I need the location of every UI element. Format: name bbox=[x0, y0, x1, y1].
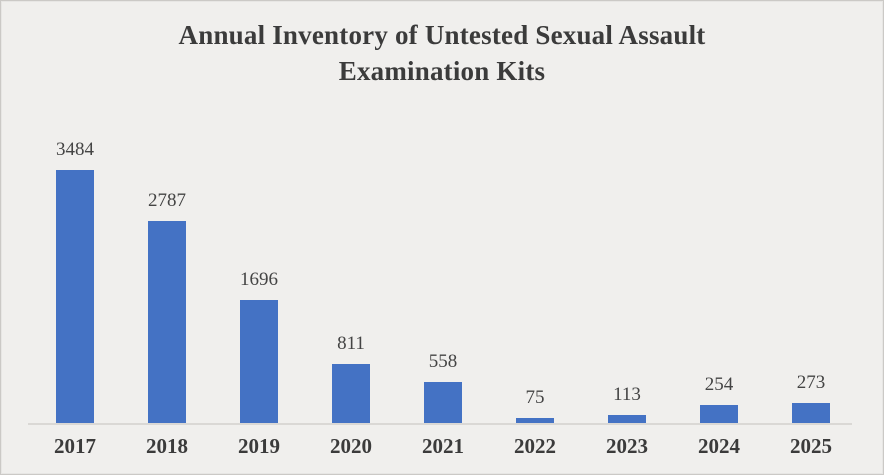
bar-2024 bbox=[700, 405, 738, 423]
x-tick-label: 2024 bbox=[698, 434, 740, 458]
x-tick-label: 2019 bbox=[238, 434, 280, 458]
x-tick-label: 2018 bbox=[146, 434, 188, 458]
bar-2023 bbox=[608, 415, 646, 423]
x-tick-label: 2021 bbox=[422, 434, 464, 458]
bar-value-label: 254 bbox=[704, 374, 734, 395]
bar-value-label: 273 bbox=[796, 372, 826, 393]
bar-value-label: 2787 bbox=[148, 190, 186, 211]
chart-title: Annual Inventory of Untested Sexual Assa… bbox=[178, 20, 706, 87]
x-tick-label: 2022 bbox=[514, 434, 556, 458]
bar-2017 bbox=[56, 170, 94, 423]
bar-value-label: 811 bbox=[337, 333, 365, 354]
bar-value-label: 75 bbox=[525, 387, 545, 408]
x-tick-label: 2017 bbox=[54, 434, 96, 458]
x-tick-label: 2023 bbox=[606, 434, 648, 458]
bar-2019 bbox=[240, 300, 278, 423]
x-tick-label: 2020 bbox=[330, 434, 372, 458]
bar-2022 bbox=[516, 418, 554, 423]
bar-2018 bbox=[148, 221, 186, 423]
bar-value-label: 3484 bbox=[56, 139, 94, 160]
bar-2021 bbox=[424, 382, 462, 423]
bar-value-label: 558 bbox=[428, 351, 458, 372]
bar-2020 bbox=[332, 364, 370, 423]
bar-value-label: 113 bbox=[613, 384, 641, 405]
x-axis-line bbox=[28, 423, 852, 425]
bar-value-label: 1696 bbox=[240, 269, 278, 290]
bar-2025 bbox=[792, 403, 830, 423]
x-tick-label: 2025 bbox=[790, 434, 832, 458]
